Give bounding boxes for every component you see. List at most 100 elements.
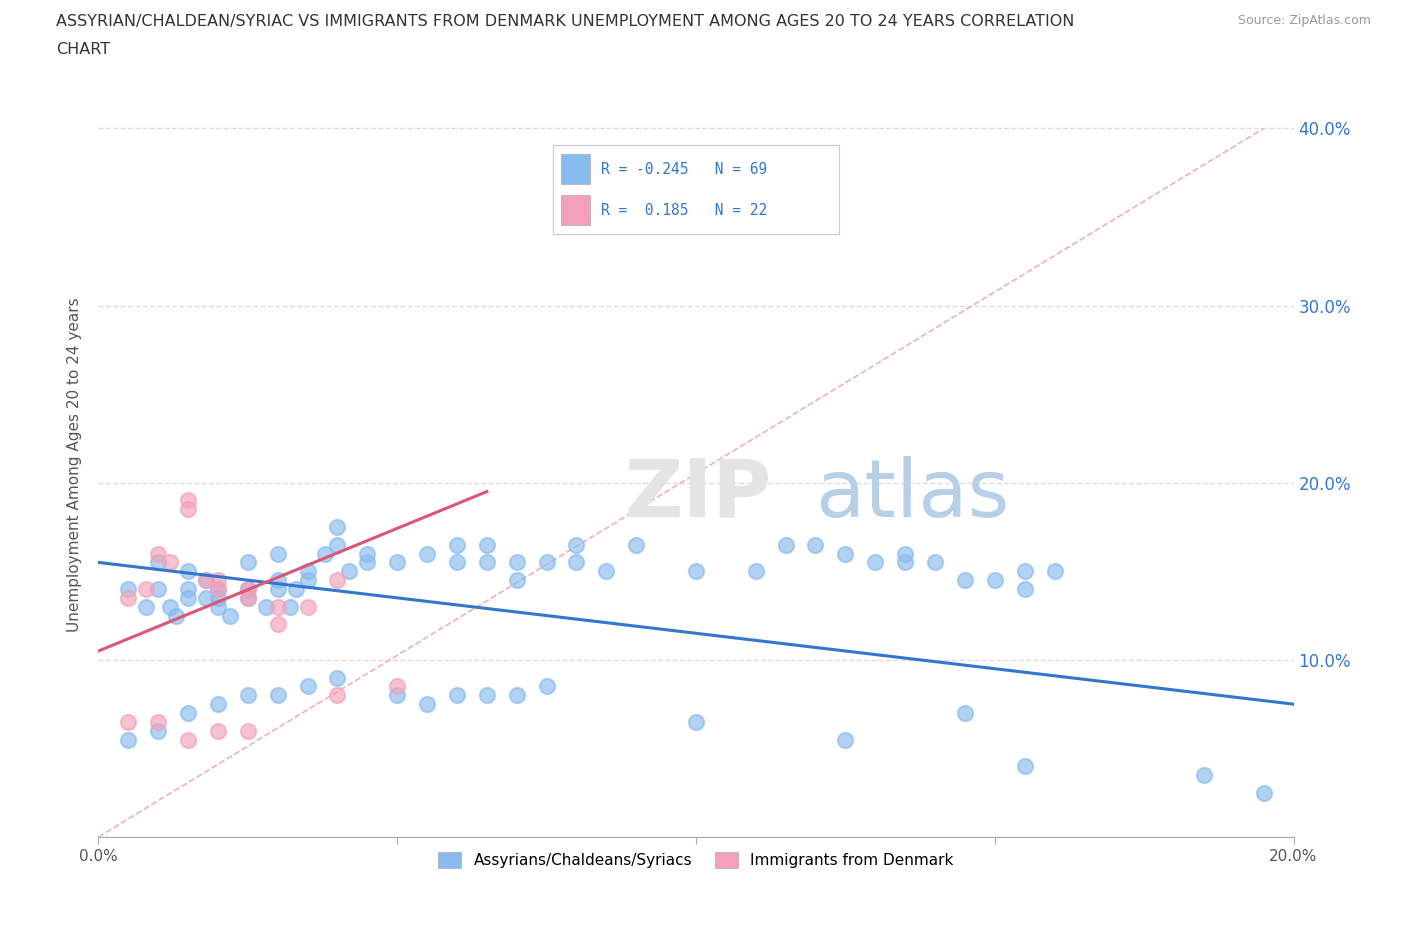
Point: [117, 714, 139, 729]
Point: [506, 573, 529, 588]
Point: [1014, 581, 1036, 596]
Point: [117, 591, 139, 605]
Point: [297, 573, 319, 588]
Point: [685, 564, 707, 578]
Text: CHART: CHART: [56, 42, 110, 57]
Point: [236, 581, 259, 596]
Point: [326, 671, 349, 685]
Point: [177, 706, 200, 721]
Text: ASSYRIAN/CHALDEAN/SYRIAC VS IMMIGRANTS FROM DENMARK UNEMPLOYMENT AMONG AGES 20 T: ASSYRIAN/CHALDEAN/SYRIAC VS IMMIGRANTS F…: [56, 14, 1074, 29]
Point: [984, 573, 1007, 588]
Point: [894, 555, 917, 570]
Point: [685, 714, 707, 729]
Point: [195, 573, 218, 588]
Point: [1253, 785, 1275, 800]
Point: [506, 555, 529, 570]
Point: [236, 591, 259, 605]
Point: [834, 732, 856, 747]
Point: [236, 555, 259, 570]
Point: [177, 581, 200, 596]
Point: [278, 599, 301, 614]
Point: [834, 546, 856, 561]
Point: [267, 617, 290, 631]
Point: [267, 573, 290, 588]
Point: [159, 599, 181, 614]
Point: [219, 608, 242, 623]
Point: [1014, 759, 1036, 774]
Point: [177, 564, 200, 578]
Point: [475, 555, 498, 570]
Point: [148, 581, 170, 596]
Point: [339, 564, 361, 578]
Y-axis label: Unemployment Among Ages 20 to 24 years: Unemployment Among Ages 20 to 24 years: [67, 298, 83, 632]
Text: atlas: atlas: [815, 456, 1010, 534]
Point: [865, 555, 887, 570]
Point: [117, 581, 139, 596]
Point: [165, 608, 187, 623]
Point: [195, 573, 218, 588]
Point: [236, 581, 259, 596]
Point: [356, 546, 378, 561]
Point: [775, 538, 797, 552]
Point: [475, 538, 498, 552]
Point: [536, 555, 558, 570]
Point: [267, 581, 290, 596]
Point: [148, 724, 170, 738]
Point: [1192, 767, 1215, 782]
Point: [326, 573, 349, 588]
Point: [236, 724, 259, 738]
Point: [159, 555, 181, 570]
Point: [953, 706, 976, 721]
Point: [267, 599, 290, 614]
Point: [254, 599, 277, 614]
Point: [177, 591, 200, 605]
Point: [953, 573, 976, 588]
Point: [207, 697, 229, 711]
Point: [804, 538, 827, 552]
Point: [536, 679, 558, 694]
Point: [565, 538, 588, 552]
Point: [177, 732, 200, 747]
Point: [135, 581, 157, 596]
Point: [385, 555, 409, 570]
Point: [297, 564, 319, 578]
Point: [626, 538, 648, 552]
Point: [207, 581, 229, 596]
Point: [207, 591, 229, 605]
Point: [177, 502, 200, 517]
Point: [385, 679, 409, 694]
Point: [148, 555, 170, 570]
Point: [416, 546, 439, 561]
Point: [385, 688, 409, 703]
Point: [117, 732, 139, 747]
Point: [207, 573, 229, 588]
Point: [207, 581, 229, 596]
Point: [446, 688, 468, 703]
Point: [195, 591, 218, 605]
Point: [284, 581, 307, 596]
Point: [236, 688, 259, 703]
Text: Source: ZipAtlas.com: Source: ZipAtlas.com: [1237, 14, 1371, 27]
Point: [326, 538, 349, 552]
Point: [207, 724, 229, 738]
Point: [565, 555, 588, 570]
Point: [148, 546, 170, 561]
Point: [595, 564, 617, 578]
Point: [745, 564, 768, 578]
Point: [1014, 564, 1036, 578]
Point: [177, 493, 200, 508]
Point: [326, 688, 349, 703]
Point: [475, 688, 498, 703]
Text: ZIP: ZIP: [624, 456, 772, 534]
Point: [297, 679, 319, 694]
Point: [924, 555, 946, 570]
Point: [1043, 564, 1066, 578]
Point: [446, 538, 468, 552]
Point: [416, 697, 439, 711]
Point: [267, 546, 290, 561]
Point: [894, 546, 917, 561]
Point: [207, 599, 229, 614]
Point: [236, 591, 259, 605]
Point: [446, 555, 468, 570]
Point: [315, 546, 337, 561]
